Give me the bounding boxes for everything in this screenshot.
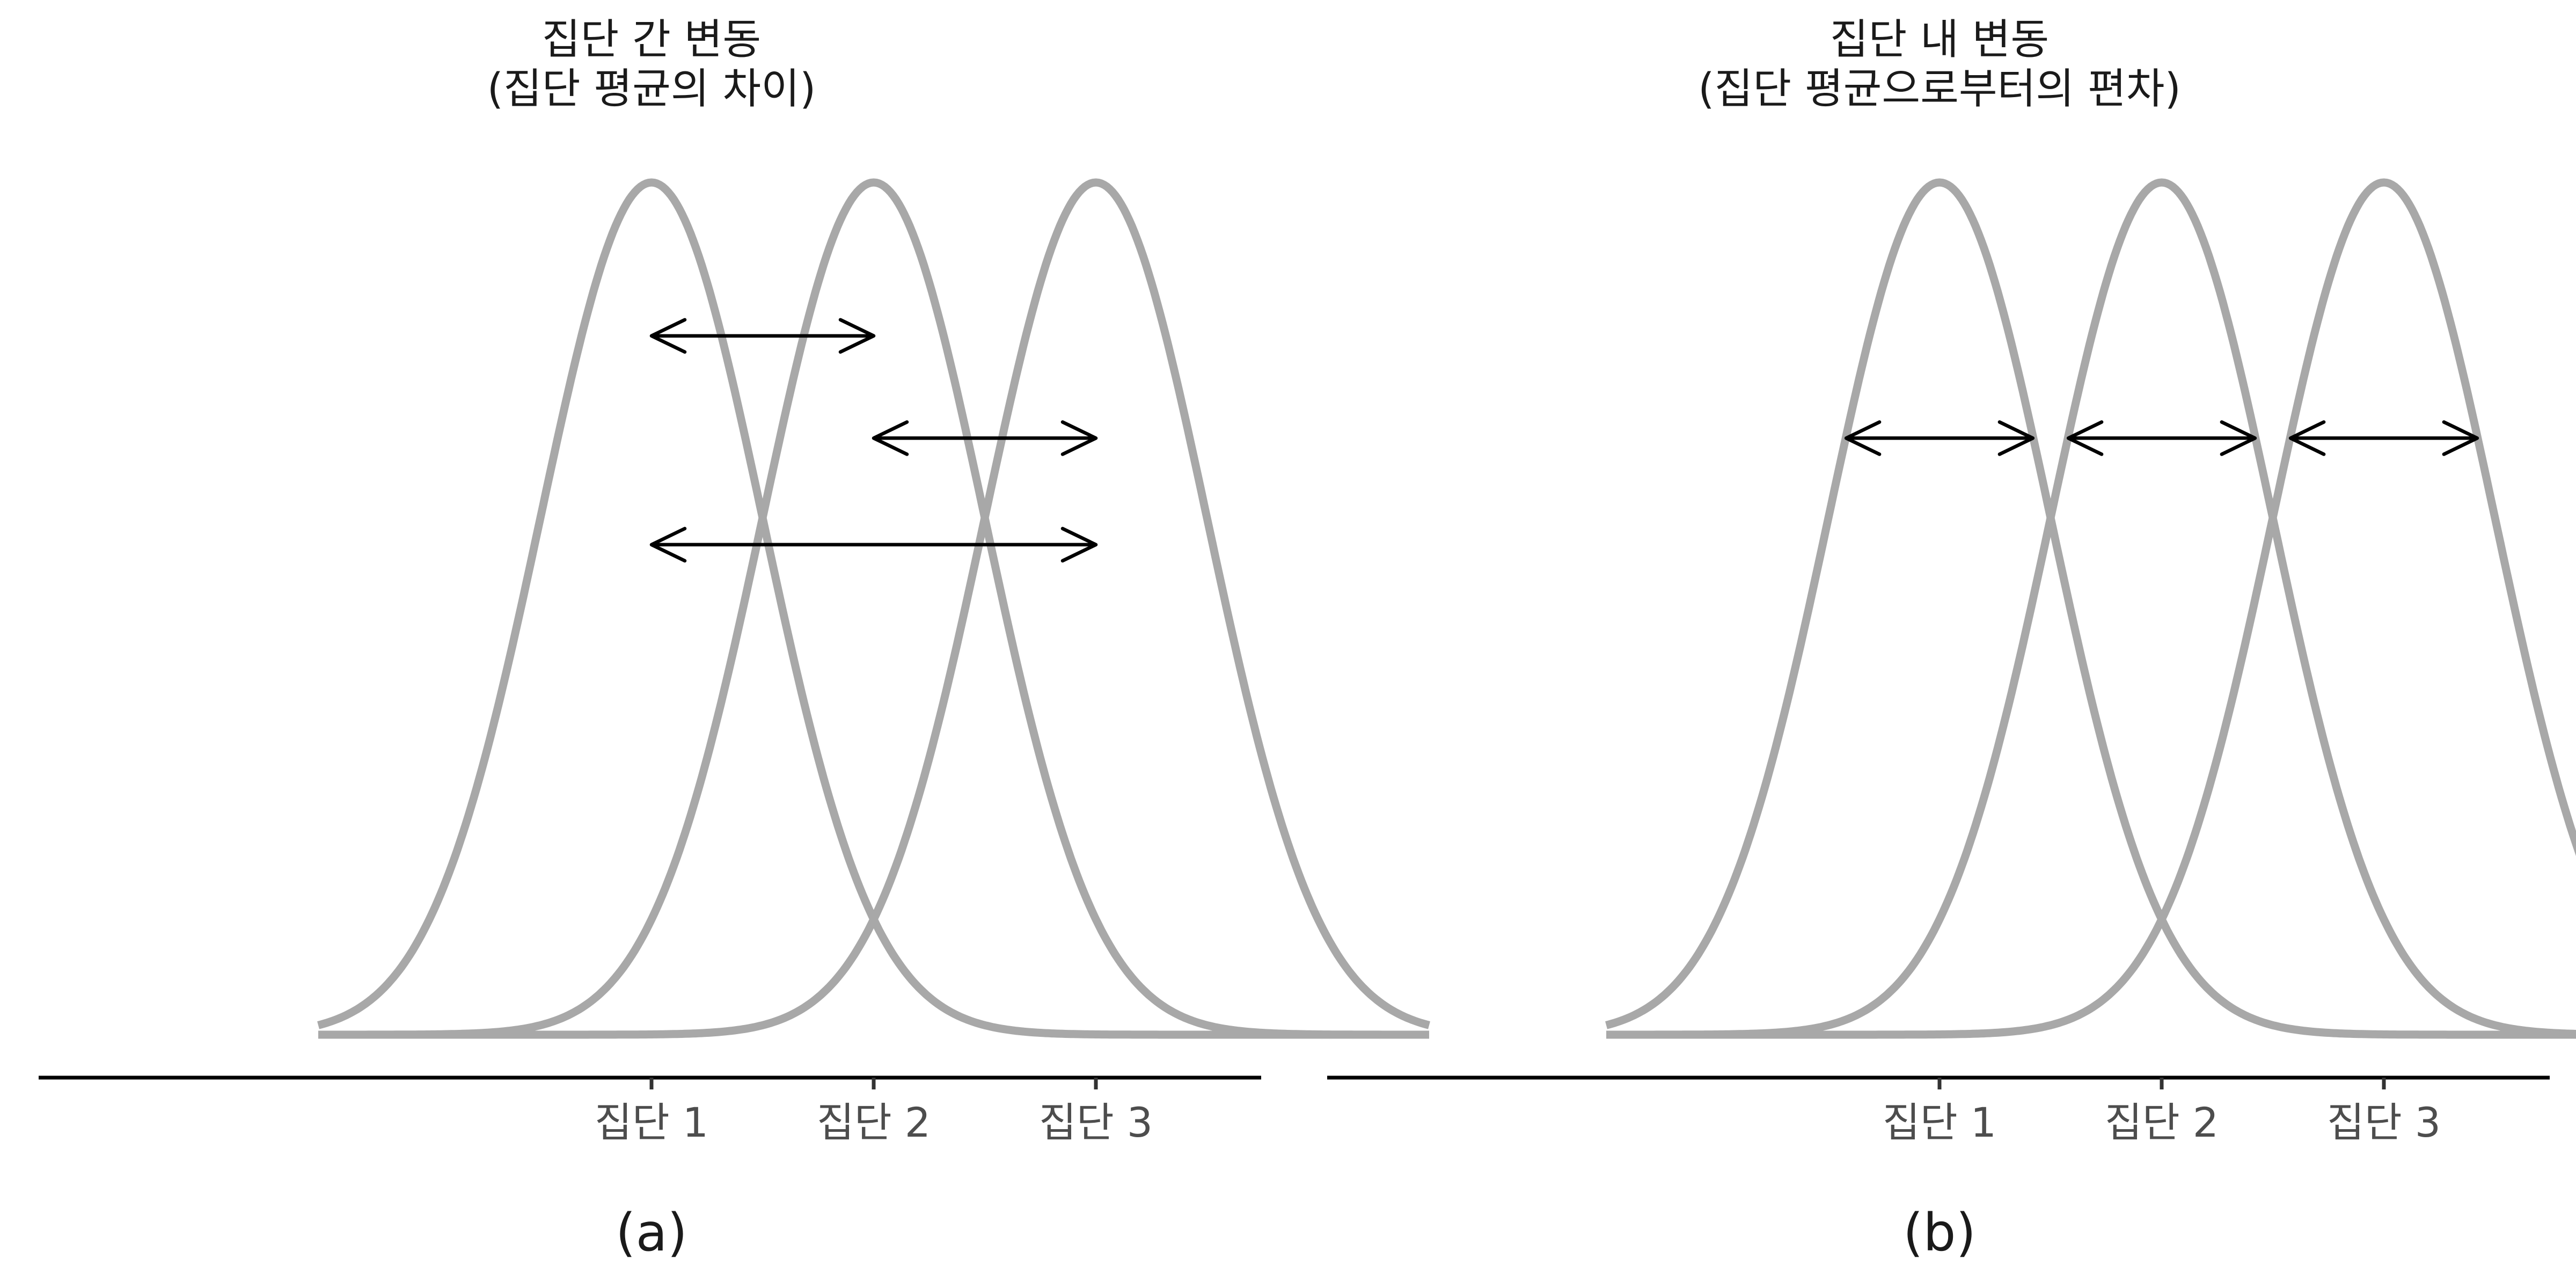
- arrow-head-right: [1997, 420, 2035, 456]
- panel-a-ticks: 집단 1 집단 2 집단 3: [595, 1078, 1153, 1146]
- arrow-head-right: [2220, 420, 2257, 456]
- density-curve-2: [317, 178, 1431, 1039]
- panel-a-arrows: [649, 318, 1098, 563]
- x-tick-label: 집단 3: [2327, 1099, 2441, 1146]
- arrow-1: [1844, 420, 2035, 456]
- arrow-head-right: [1060, 420, 1098, 456]
- panel-b-arrows: [1844, 420, 2479, 456]
- panel-b-subtitle: (집단 평균으로부터의 편차): [1698, 65, 2181, 113]
- x-tick-label: 집단 1: [595, 1099, 708, 1146]
- arrow-3: [649, 526, 1098, 563]
- arrow-head-left: [2066, 420, 2104, 456]
- panel-b-caption: (b): [1903, 1203, 1976, 1263]
- arrow-head-right: [838, 318, 876, 354]
- arrow-head-left: [872, 420, 909, 456]
- arrow-2: [872, 420, 1098, 456]
- density-curve-3: [317, 178, 1431, 1039]
- panel-b-title: 집단 내 변동: [1830, 16, 2049, 64]
- panel-a-title: 집단 간 변동: [542, 16, 761, 64]
- x-tick-label: 집단 2: [2105, 1099, 2219, 1146]
- panel-b-ticks: 집단 1 집단 2 집단 3: [1883, 1078, 2441, 1146]
- density-curve-3: [1605, 178, 2576, 1039]
- panel-a-subtitle: (집단 평균의 차이): [487, 65, 816, 113]
- arrow-head-left: [649, 318, 687, 354]
- panel-b-curves: [1605, 178, 2576, 1039]
- panel-a: 집단 간 변동 (집단 평균의 차이) 집단 1 집단 2 집단 3 (a): [39, 16, 1431, 1263]
- x-tick-label: 집단 1: [1883, 1099, 1996, 1146]
- density-curve-2: [1605, 178, 2576, 1039]
- arrow-head-right: [1060, 526, 1098, 563]
- arrow-head-left: [1844, 420, 1882, 456]
- arrow-3: [2288, 420, 2479, 456]
- arrow-1: [649, 318, 876, 354]
- panel-b: 집단 내 변동 (집단 평균으로부터의 편차) 집단 1 집단 2 집단 3 (b): [1327, 16, 2576, 1263]
- arrow-head-left: [649, 526, 687, 563]
- arrow-head-right: [2442, 420, 2479, 456]
- x-tick-label: 집단 2: [817, 1099, 931, 1146]
- panel-a-curves: [317, 178, 1431, 1039]
- arrow-head-left: [2288, 420, 2326, 456]
- panel-a-caption: (a): [616, 1203, 687, 1263]
- density-curve-1: [1605, 178, 2576, 1039]
- arrow-2: [2066, 420, 2257, 456]
- density-curve-1: [317, 178, 1431, 1039]
- x-tick-label: 집단 3: [1039, 1099, 1153, 1146]
